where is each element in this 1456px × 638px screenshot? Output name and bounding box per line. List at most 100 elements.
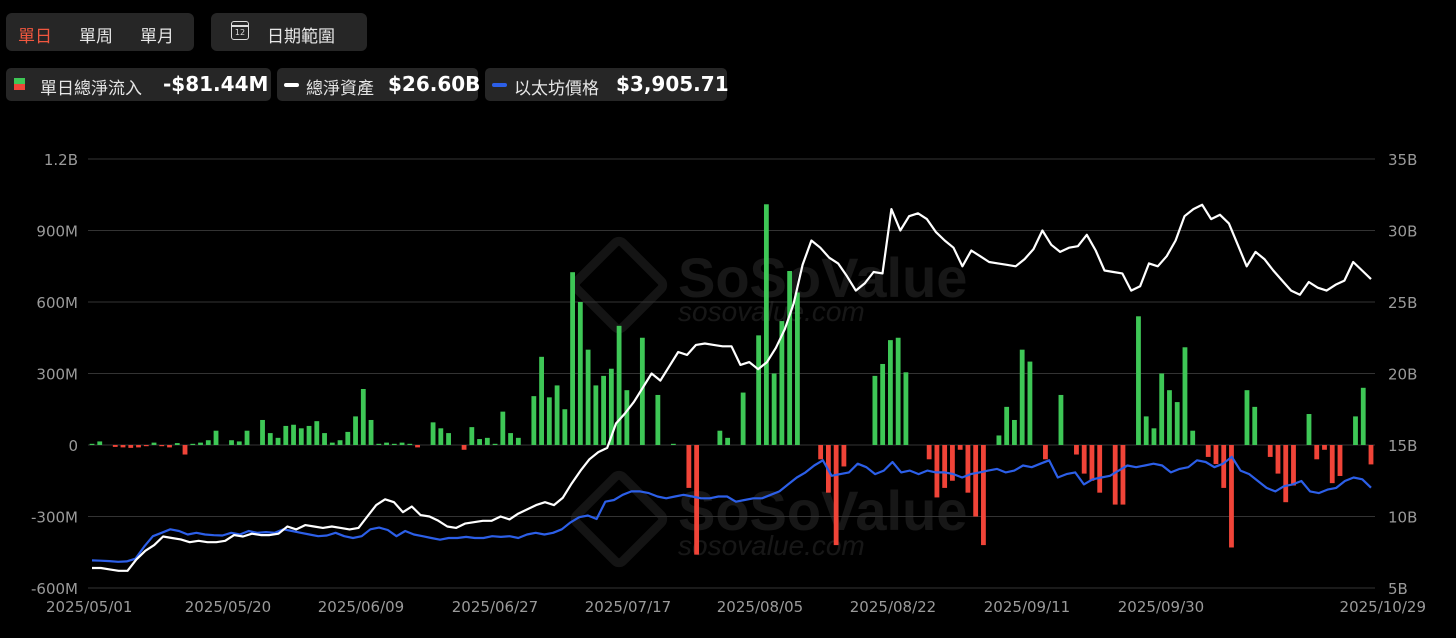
y-left-tick-label: 300M xyxy=(36,366,78,384)
line-swatch-icon xyxy=(284,83,299,87)
line-swatch-icon xyxy=(492,83,507,87)
inflow-bar xyxy=(872,375,878,445)
legend-flow-value: -$81.44M xyxy=(163,72,269,96)
inflow-bar xyxy=(368,419,374,445)
inflow-bar xyxy=(787,271,793,445)
inflow-bar xyxy=(89,443,95,445)
watermark-brand: SoSoValue xyxy=(678,479,968,542)
inflow-bar xyxy=(996,435,1002,445)
inflow-bar xyxy=(531,396,537,445)
inflow-bar xyxy=(888,340,893,445)
inflow-bar xyxy=(446,433,451,445)
legend-total-net-assets[interactable]: 總淨資產 $26.60B xyxy=(277,68,480,101)
inflow-bar xyxy=(438,428,444,445)
inflow-bar xyxy=(585,349,591,445)
inflow-bar xyxy=(407,443,413,445)
inflow-bar xyxy=(717,430,723,445)
x-tick-label: 2025/09/30 xyxy=(1118,598,1204,616)
watermark-url: sosovalue.com xyxy=(678,296,865,327)
outflow-bar xyxy=(686,445,692,488)
inflow-bar xyxy=(283,425,289,445)
tab-monthly[interactable]: 單月 xyxy=(140,27,174,47)
outflow-bar xyxy=(1314,445,1320,460)
calendar-icon: 12 xyxy=(231,21,249,40)
inflow-bar xyxy=(97,441,103,445)
outflow-bar xyxy=(965,445,971,493)
inflow-bar xyxy=(763,204,769,445)
y-left-tick-label: 1.2B xyxy=(44,151,78,169)
date-range-label: 日期範圍 xyxy=(267,27,335,47)
tab-weekly[interactable]: 單周 xyxy=(79,27,113,47)
x-tick-label: 2025/10/29 xyxy=(1340,598,1426,616)
inflow-bar xyxy=(1353,416,1358,445)
inflow-bar xyxy=(616,325,622,445)
outflow-bar xyxy=(1322,445,1327,450)
inflow-bar xyxy=(639,337,645,445)
inflow-bar xyxy=(1136,316,1141,445)
inflow-bar xyxy=(337,440,343,445)
inflow-bar xyxy=(1004,406,1010,445)
outflow-bar xyxy=(973,445,979,517)
inflow-bar xyxy=(500,411,506,445)
inflow-bar xyxy=(329,442,335,445)
outflow-bar xyxy=(1368,445,1374,465)
outflow-bar xyxy=(128,445,134,448)
outflow-bar xyxy=(694,445,700,555)
inflow-bar xyxy=(1182,347,1188,445)
legend-daily-net-inflow[interactable]: 單日總淨流入 -$81.44M xyxy=(6,68,271,101)
bar-swatch-icon xyxy=(14,78,25,90)
inflow-bar xyxy=(771,373,777,445)
inflow-bar xyxy=(655,394,661,445)
outflow-bar xyxy=(1221,445,1227,488)
inflow-bar xyxy=(794,292,800,445)
outflow-bar xyxy=(1120,445,1126,505)
y-right-tick-label: 30B xyxy=(1388,223,1417,241)
inflow-bar xyxy=(601,375,607,445)
legend-eth-price[interactable]: 以太坊價格 $3,905.71 xyxy=(485,68,729,101)
legend-price-value: $3,905.71 xyxy=(616,72,729,96)
outflow-bar xyxy=(167,445,172,448)
inflow-bar xyxy=(151,442,157,445)
y-left-tick-label: -600M xyxy=(31,580,78,598)
inflow-bar xyxy=(384,442,389,445)
outflow-bar xyxy=(841,445,847,467)
y-left-tick-label: -300M xyxy=(31,509,78,527)
outflow-bar xyxy=(942,445,948,488)
x-tick-label: 2025/09/11 xyxy=(984,598,1070,616)
y-right-tick-label: 5B xyxy=(1388,580,1408,598)
inflow-bar xyxy=(1058,394,1064,445)
inflow-bar xyxy=(1306,414,1312,445)
period-tabs: 單日 單周 單月 xyxy=(6,13,194,51)
date-range-button[interactable]: 12 日期範圍 xyxy=(211,13,367,51)
x-tick-label: 2025/08/22 xyxy=(850,598,936,616)
inflow-bar xyxy=(1143,416,1149,445)
x-tick-label: 2025/05/01 xyxy=(46,598,132,616)
inflow-bar xyxy=(492,443,498,445)
outflow-bar xyxy=(1074,445,1079,455)
inflow-bar xyxy=(477,439,482,445)
inflow-bar xyxy=(213,430,219,445)
inflow-bar xyxy=(229,440,234,445)
inflow-bar xyxy=(895,337,901,445)
legend-price-label: 以太坊價格 xyxy=(514,79,599,99)
inflow-bar xyxy=(670,443,676,445)
x-tick-label: 2025/06/27 xyxy=(452,598,538,616)
outflow-bar xyxy=(1329,445,1335,484)
watermark-url: sosovalue.com xyxy=(678,530,865,561)
inflow-bar xyxy=(345,431,351,445)
inflow-bar xyxy=(1167,390,1172,445)
inflow-bar xyxy=(260,419,265,445)
inflow-bar xyxy=(314,421,320,445)
inflow-bar xyxy=(539,356,544,445)
inflow-bar xyxy=(391,443,397,445)
y-right-tick-label: 25B xyxy=(1388,294,1417,312)
inflow-bar xyxy=(570,272,575,445)
outflow-bar xyxy=(461,445,467,450)
inflow-bar xyxy=(779,321,785,445)
inflow-bar xyxy=(198,442,203,445)
outflow-bar xyxy=(1213,445,1219,465)
tab-daily[interactable]: 單日 xyxy=(18,27,52,47)
outflow-bar xyxy=(1229,445,1234,548)
outflow-bar xyxy=(1112,445,1118,505)
inflow-bar xyxy=(376,443,382,445)
